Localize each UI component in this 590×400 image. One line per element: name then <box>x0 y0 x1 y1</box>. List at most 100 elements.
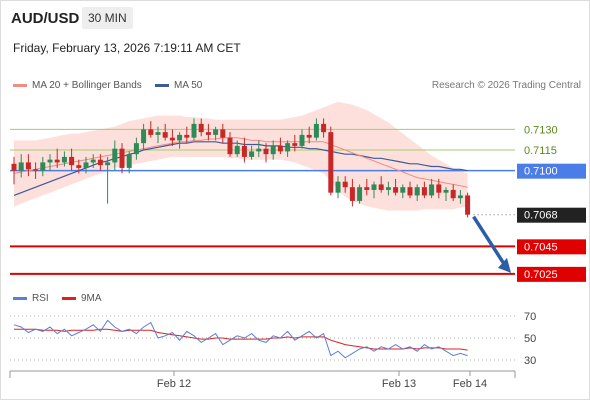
level-label-5: 0.7025 <box>524 269 558 281</box>
candle-body <box>393 187 399 193</box>
candle-body <box>371 184 377 190</box>
candle-body <box>54 159 60 163</box>
level-label-box-4 <box>517 239 586 255</box>
rsi-tick-2: 30 <box>524 355 536 367</box>
candle-body <box>18 162 24 171</box>
candle-body <box>378 184 384 190</box>
candle-body <box>213 129 219 135</box>
legend-ma50: MA 50 <box>155 80 202 91</box>
candle-body <box>421 187 427 196</box>
candle-body <box>90 159 96 163</box>
candle-body <box>61 156 67 163</box>
candle-body <box>349 187 355 201</box>
forecast-arrow-line <box>472 215 506 265</box>
candle-body <box>126 154 132 168</box>
legend-rsi: RSI <box>13 293 49 304</box>
level-label-0: 0.7130 <box>524 124 558 136</box>
research-credit: Research © 2026 Trading Central <box>431 80 581 91</box>
candle-body <box>97 159 103 166</box>
legend-bollinger: MA 20 + Bollinger Bands <box>13 80 142 91</box>
candle-body <box>414 187 420 196</box>
ma50-label: MA 50 <box>174 80 203 91</box>
rsi-label: RSI <box>32 293 49 304</box>
rsi-tick-1: 50 <box>524 333 536 345</box>
rsi-ma9-line <box>14 328 468 351</box>
candle-body <box>227 137 233 155</box>
candle-body <box>241 145 247 157</box>
candle-body <box>313 123 319 138</box>
candle-body <box>407 187 413 196</box>
rsi-swatch <box>13 297 27 300</box>
rsi-tick-0: 70 <box>524 311 536 323</box>
candle-body <box>256 148 262 152</box>
candle-body <box>328 132 334 193</box>
candle-body <box>306 134 312 138</box>
candle-body <box>47 159 53 163</box>
x-tick-label-2: Feb 14 <box>453 378 487 390</box>
candle-body <box>285 143 291 152</box>
timeframe-button[interactable]: 30 MIN <box>82 7 133 29</box>
candle-body <box>76 165 82 168</box>
candle-body <box>364 187 370 190</box>
candle-body <box>169 137 175 141</box>
x-tick-label-1: Feb 13 <box>382 378 416 390</box>
bollinger-band-fill <box>14 101 468 211</box>
candle-body <box>83 162 89 168</box>
ma9-label: 9MA <box>81 293 102 304</box>
candle-body <box>119 148 125 168</box>
candle-body <box>443 189 449 193</box>
legend-ma9: 9MA <box>62 293 102 304</box>
candle-body <box>429 184 435 196</box>
candle-body <box>25 162 31 170</box>
candle-body <box>112 148 118 163</box>
candle-body <box>270 145 276 155</box>
candle-body <box>321 123 327 133</box>
candle-body <box>133 143 139 155</box>
level-label-box-5 <box>517 266 586 282</box>
candle-body <box>263 148 269 155</box>
candle-body <box>299 134 305 146</box>
candle-body <box>277 145 283 152</box>
candle-body <box>436 184 442 193</box>
candle-body <box>465 195 471 215</box>
candle-body <box>385 187 391 190</box>
candle-body <box>184 134 190 138</box>
candle-body <box>249 151 255 157</box>
candle-body <box>357 187 363 201</box>
candle-body <box>400 187 406 193</box>
candle-body <box>141 129 147 144</box>
level-label-1: 0.7115 <box>524 145 557 157</box>
bollinger-label: MA 20 + Bollinger Bands <box>32 80 142 91</box>
rsi-line <box>13 319 468 359</box>
candle-body <box>198 123 204 133</box>
level-label-box-2 <box>517 163 586 179</box>
level-label-4: 0.7045 <box>524 241 558 253</box>
candle-body <box>105 162 111 166</box>
level-label-2: 0.7100 <box>524 166 558 178</box>
candle-body <box>457 195 463 199</box>
candle-body <box>335 181 341 193</box>
candle-body <box>220 129 226 138</box>
symbol-title: AUD/USD <box>11 10 80 27</box>
candle-body <box>162 132 168 138</box>
candle-body <box>205 132 211 135</box>
x-tick-label-0: Feb 12 <box>157 378 191 390</box>
ma20-line <box>13 137 468 188</box>
forecast-arrow-head <box>498 257 511 273</box>
chart-datetime: Friday, February 13, 2026 7:19:11 AM CET <box>13 41 241 55</box>
candle-body <box>40 162 46 171</box>
candle-body <box>33 169 39 171</box>
level-label-box-3 <box>517 207 586 223</box>
candle-body <box>155 132 161 135</box>
candle-body <box>177 134 183 141</box>
candle-body <box>342 181 348 188</box>
candle-body <box>69 156 75 166</box>
candle-body <box>450 189 456 199</box>
ma9-swatch <box>62 297 76 300</box>
ma50-line <box>13 141 468 196</box>
candle-body <box>234 145 240 155</box>
candle-body <box>148 129 154 135</box>
bollinger-swatch <box>13 84 27 87</box>
level-label-3: 0.7068 <box>524 210 558 222</box>
